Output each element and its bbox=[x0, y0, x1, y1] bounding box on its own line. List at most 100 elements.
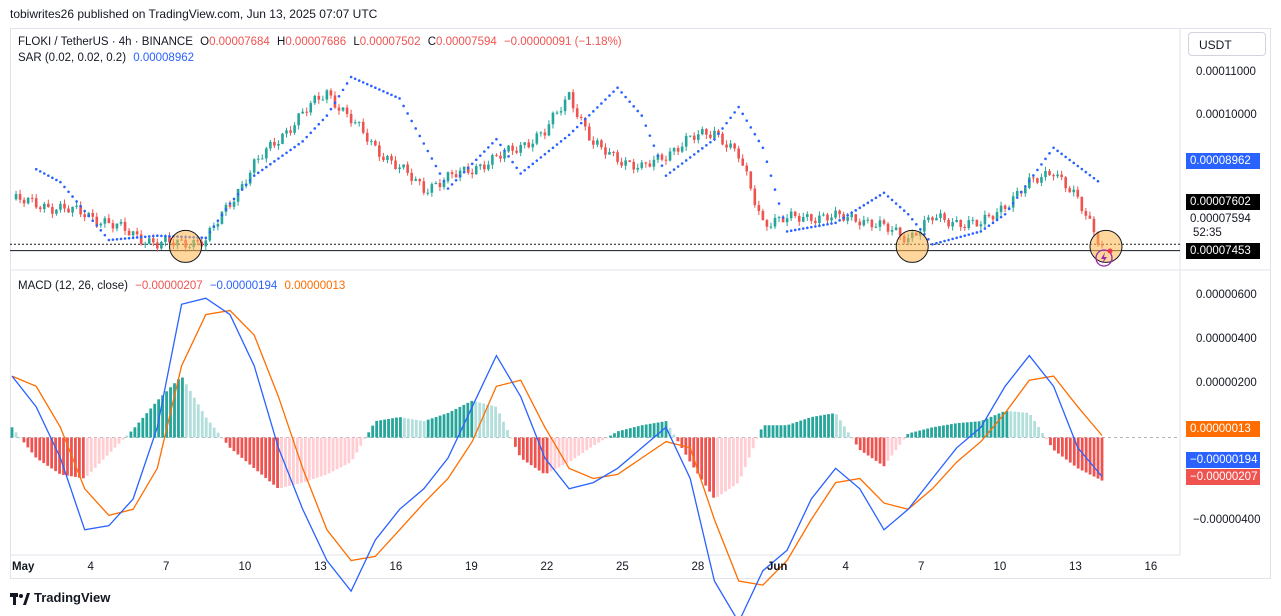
candle-up bbox=[539, 132, 543, 134]
macd-histogram-bar bbox=[965, 422, 969, 438]
macd-histogram-bar bbox=[946, 424, 949, 438]
macd-histogram-bar bbox=[533, 437, 537, 468]
sar-dot bbox=[281, 154, 284, 157]
candle-up bbox=[555, 112, 559, 114]
candle-up bbox=[248, 172, 252, 184]
candle-up bbox=[353, 122, 357, 124]
sar-dot bbox=[757, 139, 761, 143]
macd-label[interactable]: MACD (12, 26, close) bbox=[18, 280, 128, 292]
candle-down bbox=[753, 188, 757, 206]
sar-dot bbox=[696, 150, 700, 153]
candle-down bbox=[604, 147, 607, 155]
macd-histogram-bar bbox=[866, 437, 870, 456]
candle-down bbox=[438, 182, 442, 188]
y-tick-label: 0.00011000 bbox=[1196, 66, 1256, 78]
macd-histogram-bar bbox=[1021, 412, 1025, 438]
macd-hist-value: −0.00000207 bbox=[135, 280, 203, 292]
macd-histogram-bar bbox=[236, 437, 240, 455]
sar-dot bbox=[470, 162, 474, 166]
symbol-label[interactable]: FLOKI / TetherUS · 4h · BINANCE bbox=[18, 36, 193, 48]
sar-dot bbox=[862, 204, 866, 207]
sar-dot bbox=[769, 174, 773, 177]
sar-dot bbox=[535, 159, 539, 162]
macd-histogram-bar bbox=[97, 437, 101, 464]
candle-up bbox=[325, 90, 329, 100]
sar-dot bbox=[999, 215, 1003, 219]
sar-dot bbox=[285, 151, 288, 155]
candle-up bbox=[777, 217, 781, 219]
candle-up bbox=[1023, 187, 1027, 194]
macd-histogram-bar bbox=[54, 437, 57, 472]
candle-down bbox=[499, 155, 502, 159]
sar-dot bbox=[341, 88, 345, 92]
sar-dot bbox=[684, 159, 688, 162]
macd-histogram-bar bbox=[628, 428, 632, 438]
candle-up bbox=[341, 107, 345, 111]
sar-dot bbox=[902, 209, 906, 212]
sar-dot bbox=[34, 167, 38, 171]
sar-dot bbox=[692, 153, 696, 156]
close-value: 0.00007594 bbox=[436, 36, 497, 48]
currency-selector[interactable]: USDT bbox=[1188, 32, 1266, 56]
sar-dot bbox=[551, 146, 555, 150]
sar-dot bbox=[151, 234, 155, 238]
candle-down bbox=[337, 107, 341, 111]
candle-up bbox=[277, 143, 280, 146]
candle-down bbox=[705, 129, 708, 135]
sar-dot bbox=[963, 234, 967, 237]
candle-up bbox=[260, 158, 264, 160]
macd-histogram-bar bbox=[640, 425, 644, 438]
candle-down bbox=[151, 238, 155, 243]
sar-dot bbox=[600, 102, 603, 105]
candle-up bbox=[285, 130, 288, 134]
sar-dot bbox=[301, 140, 304, 143]
sar-dot bbox=[648, 134, 652, 137]
candle-down bbox=[365, 132, 369, 142]
sar-dot bbox=[414, 127, 418, 130]
macd-histogram-bar bbox=[375, 420, 379, 438]
candle-down bbox=[1084, 211, 1088, 216]
sar-dot bbox=[95, 224, 99, 227]
candle-up bbox=[955, 219, 958, 223]
macd-histogram-bar bbox=[387, 418, 390, 438]
candle-up bbox=[293, 125, 296, 133]
low-label: L bbox=[353, 36, 360, 48]
candle-down bbox=[18, 194, 22, 200]
macd-histogram-bar bbox=[153, 403, 157, 438]
macd-histogram-bar bbox=[26, 437, 30, 448]
macd-histogram-bar bbox=[1060, 437, 1064, 457]
macd-histogram-bar bbox=[363, 437, 367, 440]
macd-histogram-bar bbox=[462, 404, 466, 438]
candle-down bbox=[123, 221, 127, 231]
sar-dot bbox=[474, 158, 478, 162]
x-tick-label: 16 bbox=[389, 561, 403, 573]
candle-up bbox=[474, 166, 478, 175]
macd-histogram-bar bbox=[216, 432, 220, 438]
sar-dot bbox=[418, 134, 422, 138]
macd-histogram-bar bbox=[755, 437, 759, 439]
candle-up bbox=[1028, 177, 1031, 188]
candle-up bbox=[927, 217, 930, 221]
sar-dot bbox=[1088, 173, 1092, 177]
macd-histogram-bar bbox=[1033, 420, 1037, 438]
tradingview-logo-icon bbox=[10, 592, 30, 605]
candle-down bbox=[765, 220, 769, 227]
close-label: C bbox=[427, 36, 436, 48]
sar-dot bbox=[701, 147, 704, 150]
sar-dot bbox=[870, 199, 874, 202]
sar-dot bbox=[430, 157, 434, 160]
candle-up bbox=[939, 213, 942, 218]
candle-down bbox=[1032, 177, 1035, 179]
candle-down bbox=[1092, 218, 1096, 233]
candle-up bbox=[487, 164, 490, 170]
sar-dot bbox=[143, 235, 147, 239]
candle-up bbox=[923, 220, 926, 232]
macd-histogram-bar bbox=[113, 437, 117, 448]
x-tick-label: 19 bbox=[465, 561, 478, 573]
candle-down bbox=[947, 219, 950, 227]
candle-up bbox=[773, 217, 777, 227]
sar-dot bbox=[555, 143, 559, 146]
sar-label[interactable]: SAR (0.02, 0.02, 0.2) bbox=[18, 52, 127, 64]
candle-up bbox=[281, 133, 284, 144]
